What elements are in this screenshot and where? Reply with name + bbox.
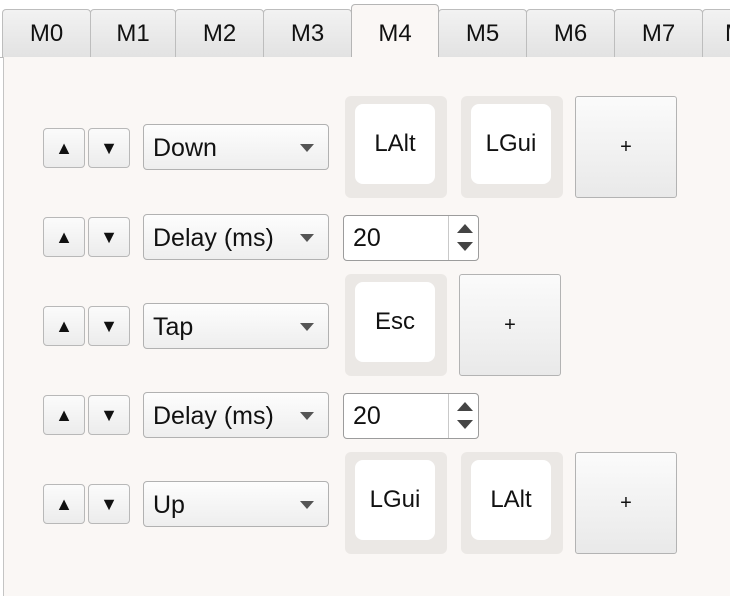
plus-icon: +	[620, 492, 632, 514]
move-down-button-row2[interactable]: ▼	[88, 217, 130, 257]
action-select-row2[interactable]: Delay (ms)	[143, 214, 329, 260]
chevron-down-icon	[300, 234, 314, 242]
tab-m6[interactable]: M6	[526, 9, 615, 57]
action-select-value: Tap	[153, 313, 194, 341]
delay-spinbox-row2[interactable]	[343, 215, 479, 261]
chevron-down-icon	[300, 144, 314, 152]
add-key-button-row5[interactable]: +	[575, 452, 677, 554]
key-button[interactable]: Esc	[355, 282, 435, 362]
action-select-value: Up	[153, 491, 185, 519]
move-down-button-row4[interactable]: ▼	[88, 395, 130, 435]
action-select-row4[interactable]: Delay (ms)	[143, 392, 329, 438]
key-slot-row5-2: LAlt	[461, 452, 563, 554]
delay-stepper[interactable]	[448, 394, 478, 438]
move-down-button-row3[interactable]: ▼	[88, 306, 130, 346]
key-slot-row1-2: LGui	[461, 96, 563, 198]
plus-icon: +	[620, 136, 632, 158]
tab-m1[interactable]: M1	[90, 9, 176, 57]
tab-m7[interactable]: M7	[614, 9, 703, 57]
move-down-button-row1[interactable]: ▼	[88, 128, 130, 168]
key-button[interactable]: LGui	[355, 460, 435, 540]
key-slot-row5-1: LGui	[345, 452, 447, 554]
tab-m2[interactable]: M2	[175, 9, 264, 57]
decrement-arrow-icon[interactable]	[457, 242, 473, 251]
action-select-value: Delay (ms)	[153, 402, 274, 430]
key-slot-row3-1: Esc	[345, 274, 447, 376]
up-arrow-icon: ▲	[55, 138, 73, 158]
move-up-button-row5[interactable]: ▲	[43, 484, 85, 524]
down-arrow-icon: ▼	[100, 316, 118, 336]
delay-input[interactable]	[344, 216, 448, 260]
chevron-down-icon	[300, 323, 314, 331]
tab-m8-partial[interactable]: M	[702, 9, 730, 57]
delay-spinbox-row4[interactable]	[343, 393, 479, 439]
up-arrow-icon: ▲	[55, 227, 73, 247]
tab-m0[interactable]: M0	[2, 9, 91, 57]
down-arrow-icon: ▼	[100, 227, 118, 247]
delay-input[interactable]	[344, 394, 448, 438]
action-select-row1[interactable]: Down	[143, 124, 329, 170]
up-arrow-icon: ▲	[55, 405, 73, 425]
move-down-button-row5[interactable]: ▼	[88, 484, 130, 524]
down-arrow-icon: ▼	[100, 494, 118, 514]
action-select-row5[interactable]: Up	[143, 481, 329, 527]
add-key-button-row1[interactable]: +	[575, 96, 677, 198]
key-button[interactable]: LGui	[471, 104, 551, 184]
action-select-value: Delay (ms)	[153, 224, 274, 252]
action-select-value: Down	[153, 134, 217, 162]
key-button[interactable]: LAlt	[355, 104, 435, 184]
chevron-down-icon	[300, 412, 314, 420]
key-slot-row1-1: LAlt	[345, 96, 447, 198]
move-up-button-row1[interactable]: ▲	[43, 128, 85, 168]
move-up-button-row4[interactable]: ▲	[43, 395, 85, 435]
tab-m4[interactable]: M4	[351, 4, 439, 57]
down-arrow-icon: ▼	[100, 405, 118, 425]
plus-icon: +	[504, 314, 516, 336]
key-button[interactable]: LAlt	[471, 460, 551, 540]
up-arrow-icon: ▲	[55, 316, 73, 336]
action-select-row3[interactable]: Tap	[143, 303, 329, 349]
macro-tab-bar: M0 M1 M2 M3 M4 M5 M6 M7 M	[0, 0, 730, 58]
chevron-down-icon	[300, 501, 314, 509]
move-up-button-row2[interactable]: ▲	[43, 217, 85, 257]
increment-arrow-icon[interactable]	[457, 224, 473, 233]
tab-m5[interactable]: M5	[438, 9, 527, 57]
up-arrow-icon: ▲	[55, 494, 73, 514]
increment-arrow-icon[interactable]	[457, 402, 473, 411]
down-arrow-icon: ▼	[100, 138, 118, 158]
delay-stepper[interactable]	[448, 216, 478, 260]
decrement-arrow-icon[interactable]	[457, 420, 473, 429]
add-key-button-row3[interactable]: +	[459, 274, 561, 376]
macro-editor-panel: ▲ ▼ Down LAlt LGui + ▲ ▼ Delay (ms) ▲ ▼ …	[3, 57, 730, 596]
tab-m3[interactable]: M3	[263, 9, 352, 57]
move-up-button-row3[interactable]: ▲	[43, 306, 85, 346]
